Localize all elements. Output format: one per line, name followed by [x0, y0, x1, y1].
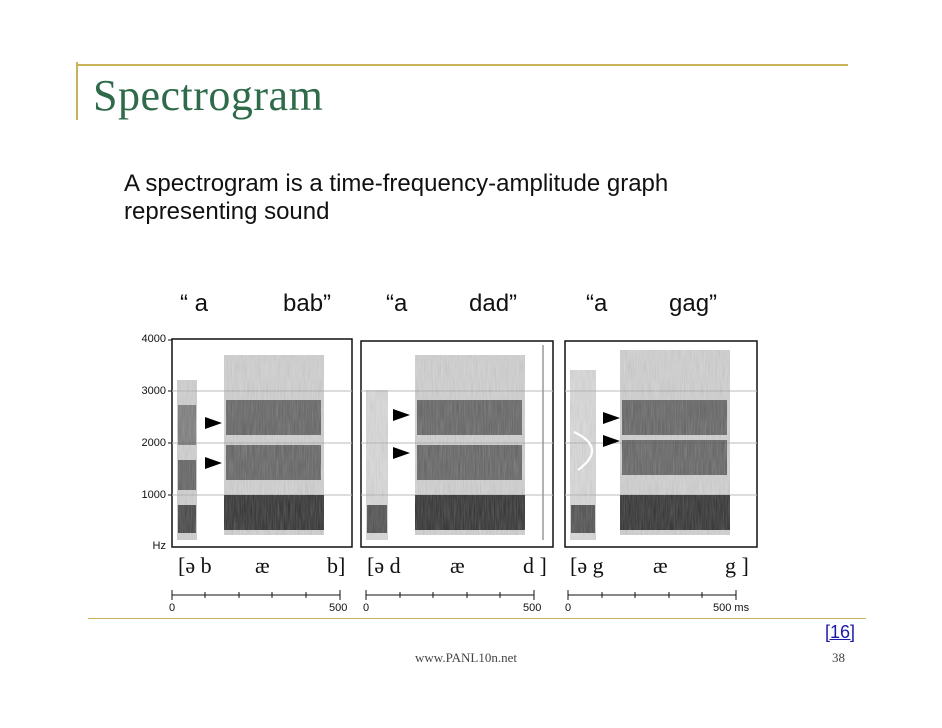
utterance-1-word: bab” [283, 290, 332, 317]
time-scale-2-end: 500 [523, 602, 542, 614]
time-scale-1-start: 0 [169, 602, 176, 614]
slide-frame-top-rule [76, 64, 848, 66]
ipa-2-close: d ] [523, 553, 547, 578]
reference-link[interactable]: [16] [825, 622, 856, 642]
utterance-2-word: dad” [469, 290, 518, 317]
y-tick-3000: 3000 [141, 385, 166, 397]
utterance-2-quote: “a [386, 290, 408, 317]
spectrogram-panel-gag [564, 340, 758, 548]
y-axis-unit: Hz [152, 540, 166, 552]
slide-title: Spectrogram [93, 71, 324, 120]
ipa-3-close: g ] [725, 553, 749, 578]
slide-frame-bottom-rule [88, 618, 866, 619]
ipa-3-open: [ə g [570, 553, 604, 578]
time-scale-2-start: 0 [363, 602, 370, 614]
time-scale-1-end: 500 [329, 602, 348, 614]
ipa-1-close: b] [327, 553, 346, 578]
slide-frame-left-rule [76, 62, 78, 120]
footer-url: www.PANL10n.net [415, 650, 517, 665]
ipa-1-open: [ə b [178, 553, 212, 578]
page-number: 38 [832, 650, 845, 665]
spectrogram-panel-bab [171, 338, 353, 548]
ipa-2-vowel: æ [450, 553, 465, 578]
utterance-3-quote: “a [586, 290, 608, 317]
time-scale-3-end: 500 ms [713, 602, 750, 614]
ipa-3-vowel: æ [653, 553, 668, 578]
spectrogram-panel-dad [360, 340, 554, 548]
utterance-1-quote: “ a [180, 290, 209, 317]
time-scale-3-start: 0 [565, 602, 572, 614]
ipa-2-open: [ə d [367, 553, 401, 578]
utterance-3-word: gag” [669, 290, 718, 317]
y-tick-1000: 1000 [141, 489, 166, 501]
time-scale-ticks [171, 590, 737, 600]
slide-body-text: A spectrogram is a time-frequency-amplit… [124, 170, 669, 225]
y-tick-4000: 4000 [141, 333, 166, 345]
ipa-1-vowel: æ [255, 553, 270, 578]
y-tick-2000: 2000 [141, 437, 166, 449]
